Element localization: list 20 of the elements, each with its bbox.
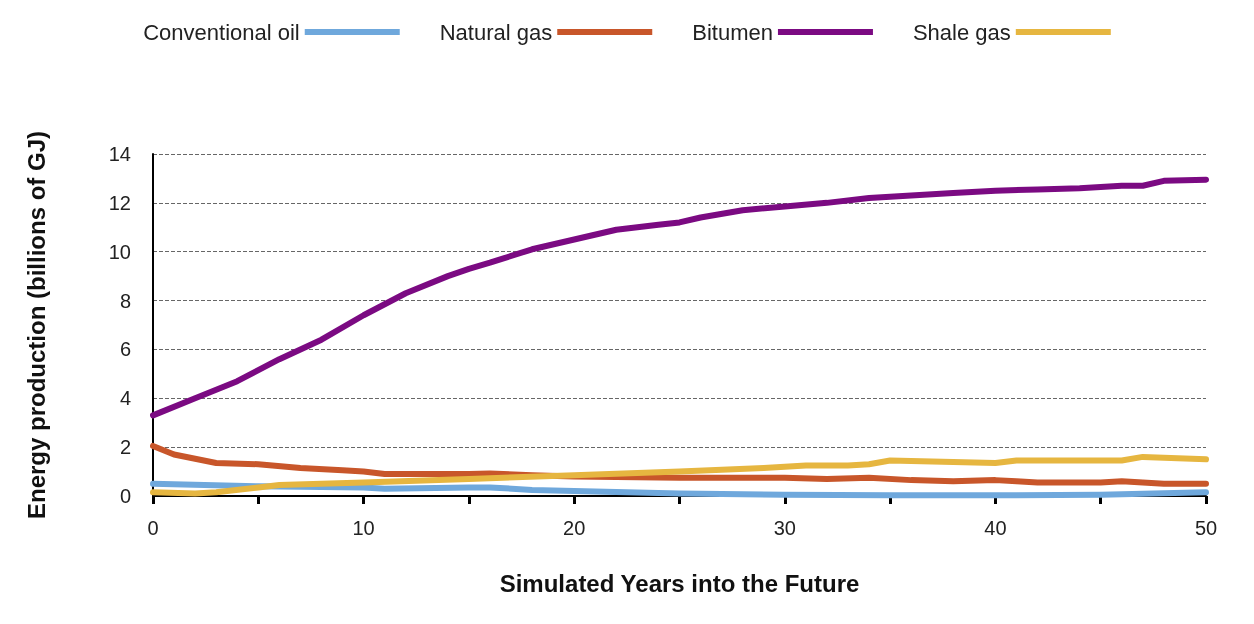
legend-label: Bitumen <box>692 19 773 45</box>
legend-label: Natural gas <box>439 19 553 45</box>
legend-label: Conventional oil <box>143 19 300 45</box>
y-tick-label: 6 <box>119 338 131 361</box>
y-tick-label: 10 <box>108 240 131 263</box>
y-tick-label: 14 <box>108 143 131 165</box>
legend-label: Shale gas <box>912 19 1011 45</box>
y-tick-label: 2 <box>119 436 131 459</box>
x-tick-label: 50 <box>1194 517 1218 539</box>
y-tick-label: 4 <box>119 387 131 410</box>
x-tick-label: 0 <box>147 517 159 539</box>
x-tick-label: 30 <box>773 517 796 539</box>
y-tick-label: 0 <box>119 485 131 507</box>
x-tick-label: 10 <box>352 517 375 539</box>
y-tick-label: 8 <box>119 289 131 312</box>
x-axis-title: Simulated Years into the Future <box>499 569 860 597</box>
y-tick-label: 12 <box>108 191 131 214</box>
x-tick-label: 40 <box>984 517 1007 539</box>
x-tick-label: 20 <box>563 517 586 539</box>
y-axis-title: Energy production (billions of GJ) <box>22 131 50 519</box>
